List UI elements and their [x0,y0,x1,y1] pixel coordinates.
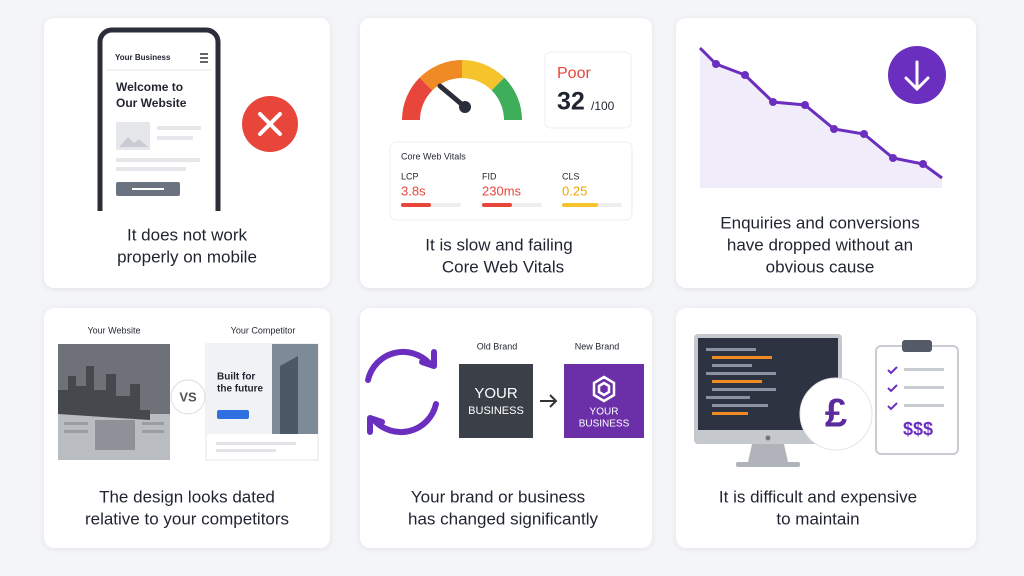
old-name: BUSINESS [468,405,524,417]
right-label: Your Competitor [231,325,296,335]
phone-header: Your Business [115,53,171,62]
metric-bars [401,203,622,207]
caption: Core Web Vitals [442,257,564,276]
status: Poor [557,65,591,82]
caption: The design looks dated [99,487,275,506]
versus: VS [179,389,197,404]
caption: It is difficult and expensive [719,487,917,506]
decline-chart [698,46,946,188]
old-brand [459,364,533,438]
cycle-icon [365,348,439,436]
error-icon [242,96,298,152]
left-label: Your Website [87,325,140,335]
phone-heading: Our Website [116,96,187,110]
metric-name: LCP [401,171,419,181]
old-name: YOUR [474,385,518,402]
metric-name: FID [482,171,497,181]
caption: obvious cause [766,257,875,276]
score-box [544,51,632,129]
phone [50,27,324,213]
phone-heading: Welcome to [116,80,183,94]
new-name: BUSINESS [579,419,630,430]
gauge [402,60,522,121]
new-label: New Brand [575,341,620,351]
caption: have dropped without an [727,235,913,254]
caption: It does not work [127,225,248,244]
caption: Your brand or business [411,487,585,506]
score: 32 [557,88,585,116]
caption: to maintain [776,509,859,528]
metric-value: 3.8s [401,183,426,198]
cost: $$$ [903,419,933,439]
new-site [205,343,319,461]
old-site [58,344,170,460]
hex-logo [592,375,616,403]
caption: relative to your competitors [85,509,289,528]
panel-title: Core Web Vitals [401,151,466,161]
metric-value: 230ms [482,183,522,198]
score-max: /100 [591,99,615,113]
currency: £ [825,392,847,436]
arrow [540,394,558,408]
competitor-heading: Built for [217,372,255,383]
caption: It is slow and failing [425,235,572,254]
metric-name: CLS [562,171,580,181]
clipboard [875,340,959,455]
caption: has changed significantly [408,509,598,528]
vs-badge [170,379,206,415]
new-name: YOUR [590,407,619,418]
metric-value: 0.25 [562,183,587,198]
caption: properly on mobile [117,247,257,266]
competitor-heading: the future [217,384,264,395]
caption: Enquiries and conversions [720,213,919,232]
vitals-panel [389,141,633,221]
old-label: Old Brand [477,341,518,351]
currency-badge [799,377,873,451]
